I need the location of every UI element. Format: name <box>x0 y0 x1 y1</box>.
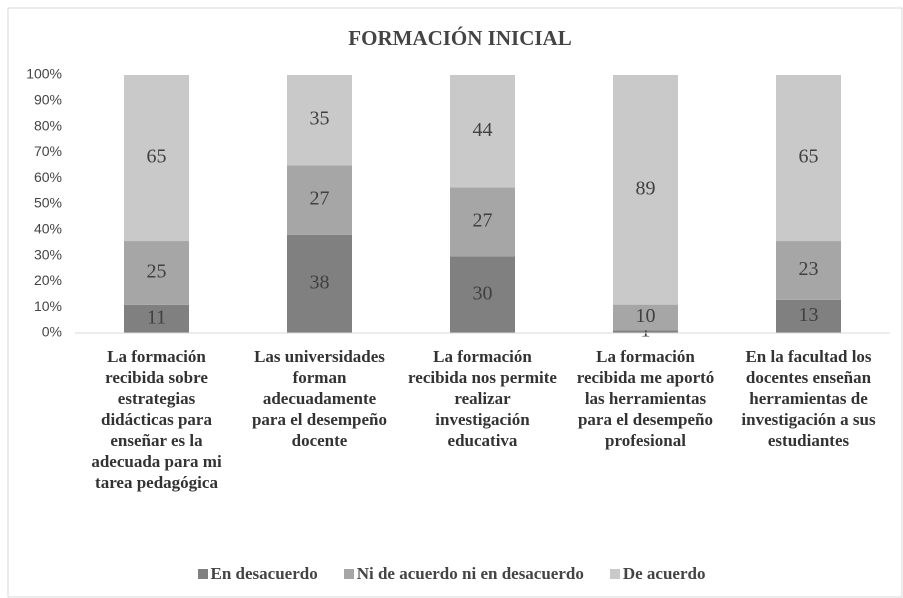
x-tick-label: La formación recibida nos permite realiz… <box>408 347 557 450</box>
data-label: 65 <box>799 146 819 168</box>
data-label: 38 <box>310 272 330 294</box>
data-label: 35 <box>310 108 330 130</box>
data-label: 11 <box>147 307 166 329</box>
bar-segment <box>450 187 515 257</box>
data-label: 10 <box>636 305 656 327</box>
bar-segment <box>776 241 841 300</box>
data-label: 30 <box>473 282 493 304</box>
y-tick-label: 10% <box>34 298 62 314</box>
data-label: 13 <box>799 304 819 326</box>
y-tick-label: 30% <box>34 246 62 262</box>
y-tick-label: 50% <box>34 195 62 211</box>
x-tick-label: La formación recibida me aportó las herr… <box>576 347 715 450</box>
legend-swatch <box>343 569 354 579</box>
bar-segment <box>613 304 678 331</box>
x-tick-label: Las universidades forman adecuadamente p… <box>251 347 388 450</box>
data-label: 23 <box>799 258 819 280</box>
legend-item: En desacuerdo <box>197 564 318 583</box>
bar-segment <box>450 75 515 188</box>
y-tick-label: 0% <box>42 324 62 340</box>
data-label: 89 <box>636 177 656 199</box>
data-label: 44 <box>473 119 493 141</box>
legend: En desacuerdo Ni de acuerdo ni en desacue… <box>0 564 903 584</box>
bar-segment <box>287 165 352 235</box>
bar-segment <box>287 75 352 166</box>
data-label: 27 <box>473 209 493 231</box>
bar-segment <box>124 241 189 305</box>
legend-item: De acuerdo <box>609 564 706 583</box>
y-tick-label: 70% <box>34 143 62 159</box>
y-tick-label: 90% <box>34 92 62 108</box>
legend-swatch <box>609 569 620 579</box>
x-tick-label: La formación recibida sobre estrategias … <box>91 347 222 492</box>
chart-title: FORMACIÓN INICIAL <box>348 26 571 50</box>
y-tick-label: 100% <box>26 66 62 82</box>
legend-label: En desacuerdo <box>210 564 318 583</box>
y-tick-label: 60% <box>34 169 62 185</box>
bar-segment <box>776 75 841 242</box>
bar-segment <box>776 299 841 333</box>
bar-segment <box>124 75 189 242</box>
legend-label: De acuerdo <box>622 564 706 583</box>
x-tick-label: En la facultad los docentes enseñan herr… <box>741 347 876 450</box>
legend-label: Ni de acuerdo ni en desacuerdo <box>356 564 584 583</box>
data-label: 65 <box>147 146 167 168</box>
bar-segment <box>613 330 678 333</box>
bar-segment <box>613 75 678 305</box>
y-tick-label: 40% <box>34 221 62 237</box>
bar-segment <box>287 234 352 333</box>
chart-frame <box>7 7 903 598</box>
bar-segment <box>450 256 515 333</box>
y-tick-label: 20% <box>34 272 62 288</box>
data-label: 27 <box>310 188 330 210</box>
bar-segment <box>124 304 189 333</box>
legend-swatch <box>197 569 208 579</box>
y-tick-label: 80% <box>34 117 62 133</box>
legend-item: Ni de acuerdo ni en desacuerdo <box>343 564 584 583</box>
data-label: 25 <box>147 261 167 283</box>
